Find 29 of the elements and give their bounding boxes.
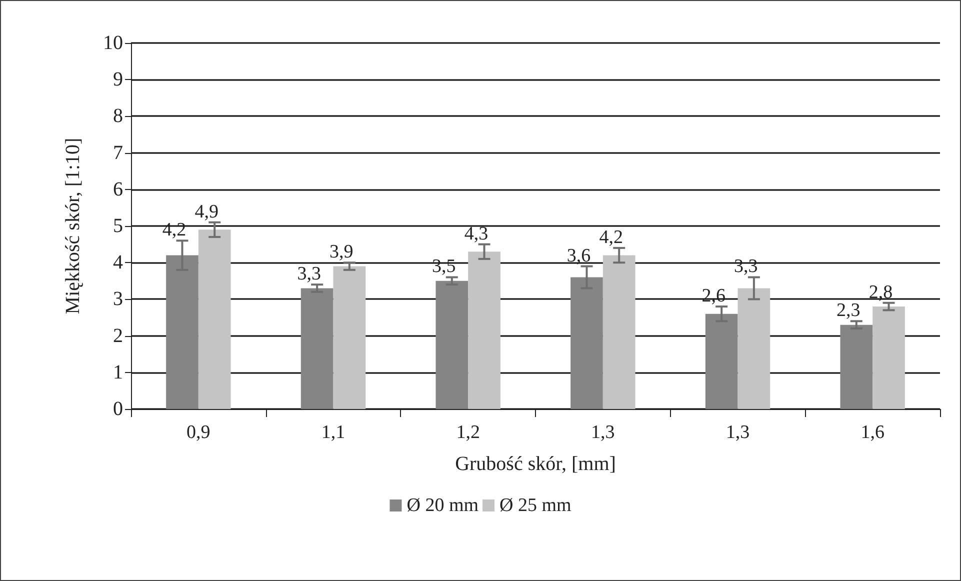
x-axis-title: Grubość skór, [mm] [455, 453, 616, 475]
y-tick-label: 3 [113, 288, 123, 310]
x-tick-label: 1,3 [726, 422, 750, 443]
legend-label: Ø 20 mm [406, 495, 479, 516]
x-tick-label: 1,6 [860, 422, 884, 443]
y-tick-label: 6 [113, 178, 123, 200]
data-label: 3,3 [297, 264, 321, 285]
y-tick-label: 4 [113, 252, 123, 274]
x-tick-label: 1,3 [591, 422, 615, 443]
y-axis-title: Miękkość skór, [1:10] [62, 138, 84, 314]
legend-label: Ø 25 mm [500, 495, 572, 516]
y-tick-label: 8 [113, 105, 123, 128]
y-tick-label: 10 [103, 32, 123, 54]
y-tick-label: 1 [113, 361, 123, 384]
data-label: 4,2 [599, 226, 623, 248]
x-tick-label: 1,2 [456, 422, 480, 443]
y-tick-label: 7 [113, 142, 123, 164]
data-label: 2,3 [836, 300, 860, 322]
y-tick-label: 9 [113, 68, 123, 91]
data-label: 3,6 [566, 245, 591, 266]
y-tick-label: 2 [113, 324, 123, 347]
x-tick-label: 1,1 [321, 422, 346, 443]
data-label: 4,3 [464, 223, 488, 244]
data-label: 2,8 [868, 282, 893, 303]
data-label: 3,9 [330, 242, 354, 263]
y-tick-label: 0 [113, 398, 123, 420]
data-label: 4,9 [194, 201, 218, 222]
y-tick-label: 5 [113, 215, 123, 237]
x-tick-label: 0,9 [186, 422, 210, 443]
